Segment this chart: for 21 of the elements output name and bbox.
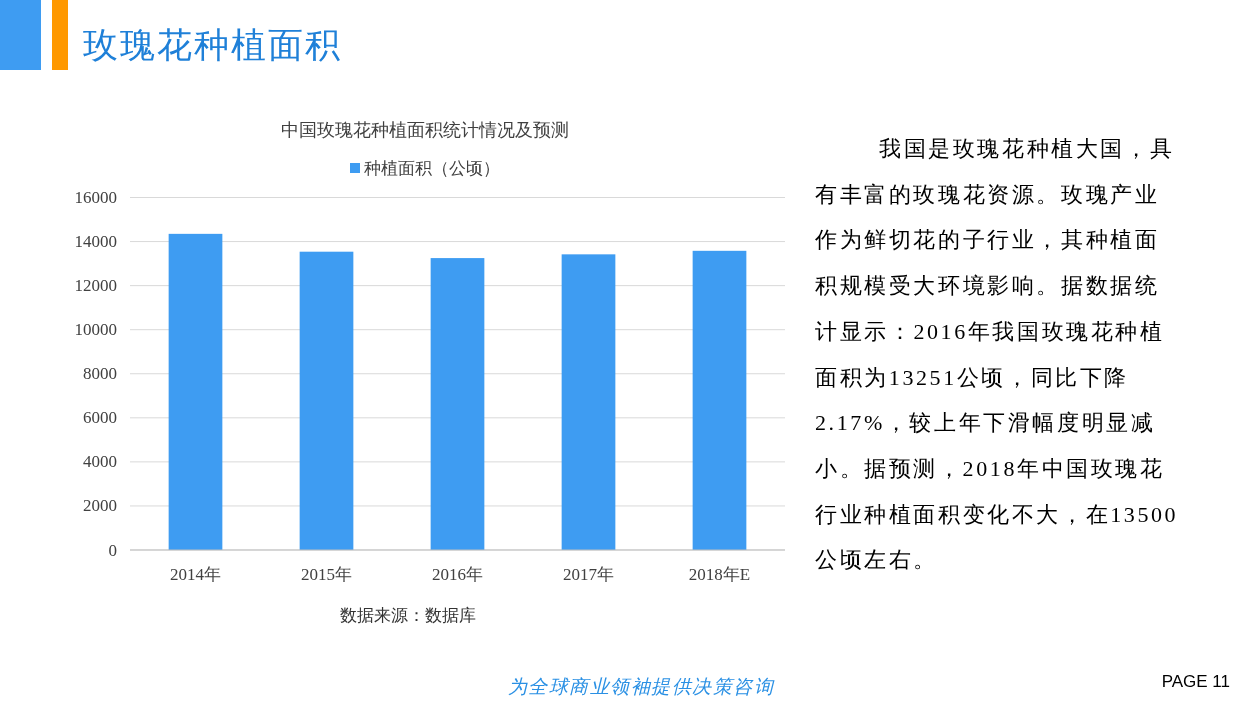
y-tick-label: 6000 xyxy=(83,408,117,428)
x-tick-label: 2016年 xyxy=(432,565,483,584)
y-tick-label: 2000 xyxy=(83,496,117,516)
y-tick-label: 8000 xyxy=(83,364,117,384)
y-tick-label: 4000 xyxy=(83,452,117,472)
y-tick-label: 12000 xyxy=(74,276,117,296)
source: 数据来源：数据库 xyxy=(340,606,476,625)
chart-title: 中国玫瑰花种植面积统计情况及预测 xyxy=(281,120,569,140)
x-tick-label: 2017年 xyxy=(563,565,614,584)
y-tick-label: 16000 xyxy=(74,188,117,207)
x-tick-label: 2014年 xyxy=(170,565,221,584)
y-tick-label: 14000 xyxy=(74,232,117,252)
x-tick-label: 2018年E xyxy=(688,565,751,584)
slogan: 为全球商业领袖提供决策咨询 xyxy=(507,676,775,697)
x-tick-label: 2015年 xyxy=(301,565,352,584)
page-number: PAGE 11 xyxy=(1161,672,1230,691)
legend-label: 种植面积（公顷） xyxy=(364,158,500,178)
page-heading: 玫瑰花种植面积 xyxy=(83,25,342,64)
paragraph: 我国是玫瑰花种植大国，具有丰富的玫瑰花资源。玫瑰产业作为鲜切花的子行业，其种植面积规模受大环境影响。据数据统计显示：2016年我国玫瑰花种植面积为13251公顷，同比下降2.17%，较上年下滑幅度明显减小。据预测，2018年中国玫瑰花行业种植面积变化不大，在13500公顷左右。 xyxy=(815,136,1179,573)
y-tick-label: 0 xyxy=(108,540,117,560)
y-tick-label: 10000 xyxy=(74,320,117,340)
